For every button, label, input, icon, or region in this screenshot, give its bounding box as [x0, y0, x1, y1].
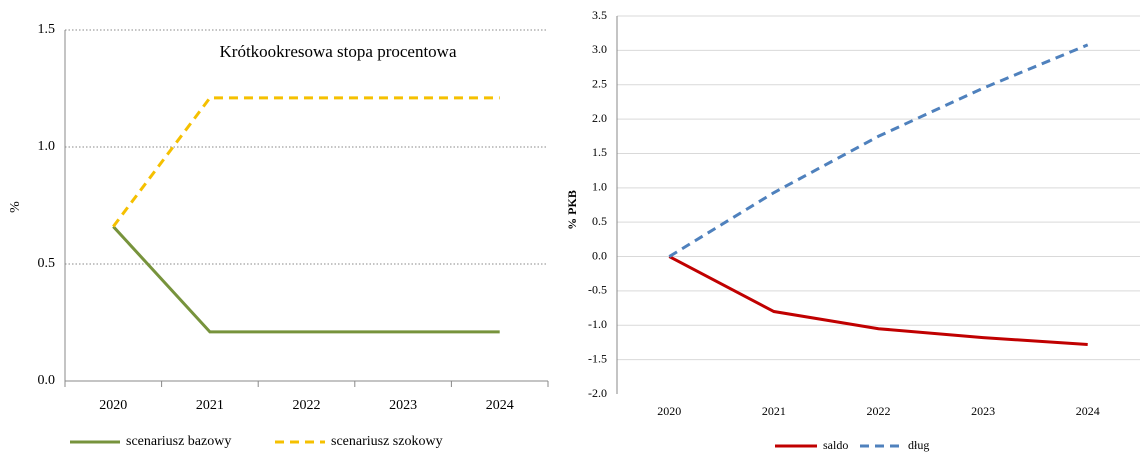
x-tick-label: 2020: [657, 404, 681, 418]
x-tick-label: 2023: [971, 404, 995, 418]
x-tick-label: 2020: [99, 398, 127, 413]
chart-title: Krótkookresowa stopa procentowa: [220, 42, 457, 61]
y-tick-label: 2.5: [592, 76, 607, 90]
x-tick-label: 2024: [486, 398, 514, 413]
y-tick-label: -1.5: [588, 351, 607, 365]
y-tick-label: 2.0: [592, 111, 607, 125]
y-tick-label: 0.0: [38, 373, 56, 388]
y-tick-label: -1.0: [588, 317, 607, 331]
y-tick-label: 0.0: [592, 248, 607, 262]
y-tick-label: 3.0: [592, 42, 607, 56]
legend-label: dług: [908, 438, 929, 452]
series-line: [112, 96, 500, 228]
series-line: [112, 225, 500, 334]
y-tick-label: 1.5: [592, 145, 607, 159]
legend-label: scenariusz szokowy: [331, 434, 443, 449]
series-line: [668, 43, 1089, 258]
series-line: [668, 255, 1088, 347]
x-tick-label: 2024: [1076, 404, 1100, 418]
x-tick-label: 2021: [762, 404, 786, 418]
y-tick-label: 1.0: [38, 139, 56, 154]
chart: -2.0 -1.5 -1.0 -0.5 0.0 0.5 1.0 1.5 2.0 2.5 3.0 3.5…: [565, 8, 1140, 452]
legend-label: scenariusz bazowy: [126, 434, 231, 449]
legend-label: saldo: [823, 438, 848, 452]
y-axis-label: %: [8, 201, 23, 213]
y-tick-label: 3.5: [592, 8, 607, 22]
x-tick-label: 2023: [389, 398, 417, 413]
x-tick-label: 2022: [293, 398, 321, 413]
y-tick-label: 1.0: [592, 180, 607, 194]
x-tick-label: 2022: [867, 404, 891, 418]
y-axis-label: % PKB: [565, 190, 579, 230]
y-tick-label: -0.5: [588, 283, 607, 297]
y-tick-label: 1.5: [38, 22, 56, 37]
x-tick-label: 2021: [196, 398, 224, 413]
chart: 0.0 0.5 1.0 1.5 2020 2021 2022 2023 2024 Krótkook…: [8, 22, 549, 449]
y-tick-label: 0.5: [38, 256, 56, 271]
y-tick-label: 0.5: [592, 214, 607, 228]
y-tick-label: -2.0: [588, 386, 607, 400]
